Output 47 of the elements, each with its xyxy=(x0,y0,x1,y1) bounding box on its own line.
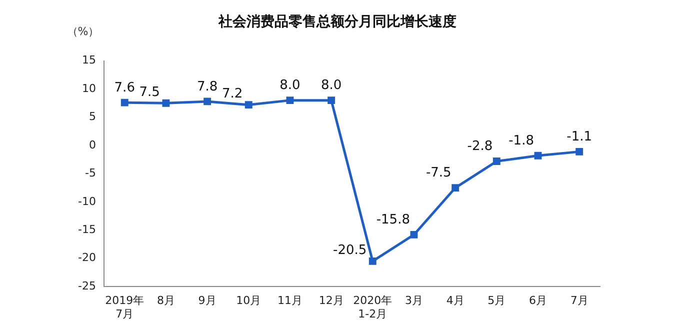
data-label: -20.5 xyxy=(333,243,367,258)
point xyxy=(286,96,294,104)
point xyxy=(120,98,128,106)
y-tick-label: -10 xyxy=(78,194,96,208)
data-label: 7.5 xyxy=(139,85,160,100)
data-label: -7.5 xyxy=(426,166,452,181)
x-tick-label: 8月 xyxy=(156,294,175,308)
x-tick-label: 6月 xyxy=(528,294,547,308)
x-tick-label: 3月 xyxy=(404,294,423,308)
data-label: -15.8 xyxy=(376,212,410,228)
y-tick-label: 10 xyxy=(82,82,96,95)
point xyxy=(576,148,584,156)
x-tick-label: 4月 xyxy=(446,294,464,308)
x-tick-label: 2020年 1-2月 xyxy=(353,294,392,320)
data-label: -1.8 xyxy=(508,134,534,149)
y-tick-label: -20 xyxy=(78,251,96,264)
data-label: -1.1 xyxy=(566,130,592,145)
point xyxy=(204,98,212,106)
data-label: 7.2 xyxy=(222,86,243,102)
y-tick-label: 0 xyxy=(88,138,96,152)
y-tick-label: -15 xyxy=(78,223,96,236)
data-label: -2.8 xyxy=(467,139,493,154)
y-tick-label: -25 xyxy=(78,279,96,292)
point xyxy=(452,184,460,192)
data-label: 8.0 xyxy=(320,78,342,94)
x-tick-label: 10月 xyxy=(236,294,262,308)
point xyxy=(534,152,542,160)
y-axis-title: （%） xyxy=(66,24,100,38)
x-tick-label: 7月 xyxy=(570,294,588,308)
data-label: 7.6 xyxy=(114,80,135,96)
point xyxy=(162,99,170,107)
point xyxy=(244,101,252,109)
x-tick-label: 2019年 7月 xyxy=(105,294,144,320)
x-tick-label: 12月 xyxy=(318,294,344,308)
point xyxy=(368,257,376,265)
point xyxy=(328,96,336,104)
point xyxy=(492,158,500,166)
point xyxy=(410,230,418,238)
y-tick-label: -5 xyxy=(85,166,96,180)
x-tick-label: 5月 xyxy=(488,294,506,308)
x-tick-label: 11月 xyxy=(277,294,302,308)
y-tick-label: 5 xyxy=(88,110,96,124)
data-label: 7.8 xyxy=(196,79,218,94)
x-tick-label: 9月 xyxy=(198,294,216,308)
y-tick-label: 15 xyxy=(82,54,96,67)
chart-title: 社会消费品零售总额分月同比增长速度 xyxy=(218,13,456,30)
data-label: 8.0 xyxy=(280,78,300,94)
